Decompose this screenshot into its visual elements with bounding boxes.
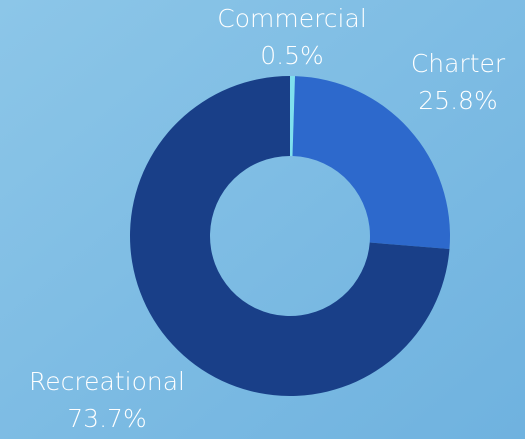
segment-value: 73.7%	[67, 404, 146, 433]
segment-label: Charter	[411, 49, 506, 78]
segment-label: Commercial	[217, 4, 367, 33]
donut-segment	[292, 76, 451, 250]
segment-label: Recreational	[29, 367, 185, 396]
donut-segment	[130, 76, 450, 397]
segment-value: 0.5%	[260, 41, 324, 70]
donut-segment	[290, 76, 296, 157]
segment-value: 25.8%	[418, 86, 497, 115]
